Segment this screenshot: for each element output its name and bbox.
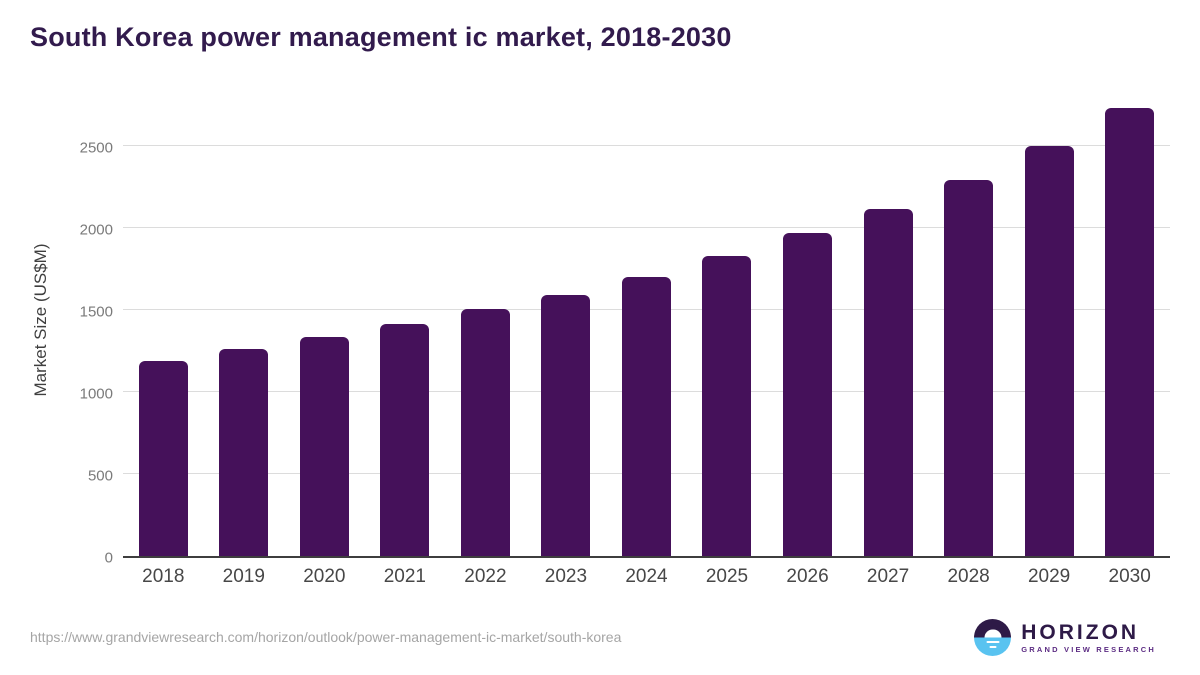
bar-2022: [460, 309, 510, 556]
sun-glyph: [984, 629, 1002, 638]
x-tick-label-2018: 2018: [142, 566, 185, 587]
bar-slot-2026: 2026: [767, 99, 848, 587]
x-tick-label-2023: 2023: [544, 566, 588, 587]
x-tick-label-2030: 2030: [1108, 566, 1151, 587]
bar-2020: [299, 337, 349, 556]
y-axis-tick-labels: 0 500 1000 1500 2000 2500: [0, 99, 113, 567]
y-tick-label-2500: 2500: [79, 139, 113, 157]
x-tick-label-2020: 2020: [303, 566, 346, 587]
bar-slot-2028: 2028: [928, 99, 1009, 587]
logo-brand-name: HORIZON: [1021, 620, 1140, 644]
gridline-2000: [123, 227, 1170, 229]
bar-2025: [702, 256, 752, 556]
x-tick-label-2026: 2026: [786, 566, 829, 587]
x-tick-label-2029: 2029: [1027, 566, 1071, 587]
logo-text: HORIZON GRAND VIEW RESEARCH: [1021, 622, 1156, 654]
x-tick-label-2021: 2021: [383, 566, 426, 587]
bar-2027: [863, 209, 913, 556]
horizon-sun-icon: [974, 619, 1012, 656]
bar-chart-plot-area: 2018 2019 2020 2021 2022 2023 2024 2025 2026 2027…: [123, 99, 1170, 587]
bar-slot-2023: 2023: [526, 99, 607, 587]
bar-slot-2027: 2027: [848, 99, 929, 587]
bar-2018: [138, 360, 188, 556]
y-tick-label-1500: 1500: [79, 303, 113, 321]
x-tick-label-2019: 2019: [222, 566, 265, 587]
logo-brand-subtitle: GRAND VIEW RESEARCH: [1021, 644, 1156, 654]
bar-2021: [380, 324, 430, 556]
bar-slot-2019: 2019: [204, 99, 285, 587]
sun-reflection-line: [989, 645, 997, 648]
bar-2029: [1024, 146, 1074, 556]
chart-title: South Korea power management ic market, …: [30, 22, 732, 52]
bar-slot-2030: 2030: [1089, 99, 1170, 587]
bar-2019: [219, 349, 269, 556]
bar-slot-2025: 2025: [687, 99, 768, 587]
bar-slot-2024: 2024: [606, 99, 687, 587]
gridline-2500: [123, 145, 1170, 147]
x-tick-label-2024: 2024: [625, 566, 668, 587]
bar-slot-2029: 2029: [1009, 99, 1090, 587]
bar-slot-2018: 2018: [123, 99, 204, 587]
y-tick-label-2000: 2000: [79, 221, 113, 239]
bar-slot-2021: 2021: [365, 99, 446, 587]
y-tick-label-1000: 1000: [79, 385, 113, 403]
x-tick-label-2027: 2027: [866, 566, 910, 587]
bar-slot-2022: 2022: [445, 99, 526, 587]
source-url-text: https://www.grandviewresearch.com/horizo…: [30, 629, 622, 645]
horizon-logo: HORIZON GRAND VIEW RESEARCH: [974, 619, 1156, 656]
bar-2024: [621, 277, 671, 556]
bar-2028: [944, 179, 994, 556]
bar-2026: [783, 233, 833, 556]
y-tick-label-0: 0: [104, 549, 113, 567]
bar-2030: [1105, 108, 1155, 556]
y-tick-label-500: 500: [87, 467, 113, 485]
bar-slot-2020: 2020: [284, 99, 365, 587]
x-tick-label-2025: 2025: [705, 566, 749, 587]
sun-reflection-line: [986, 640, 1000, 643]
x-tick-label-2022: 2022: [464, 566, 507, 587]
x-tick-label-2028: 2028: [947, 566, 990, 587]
bar-2023: [541, 294, 591, 556]
